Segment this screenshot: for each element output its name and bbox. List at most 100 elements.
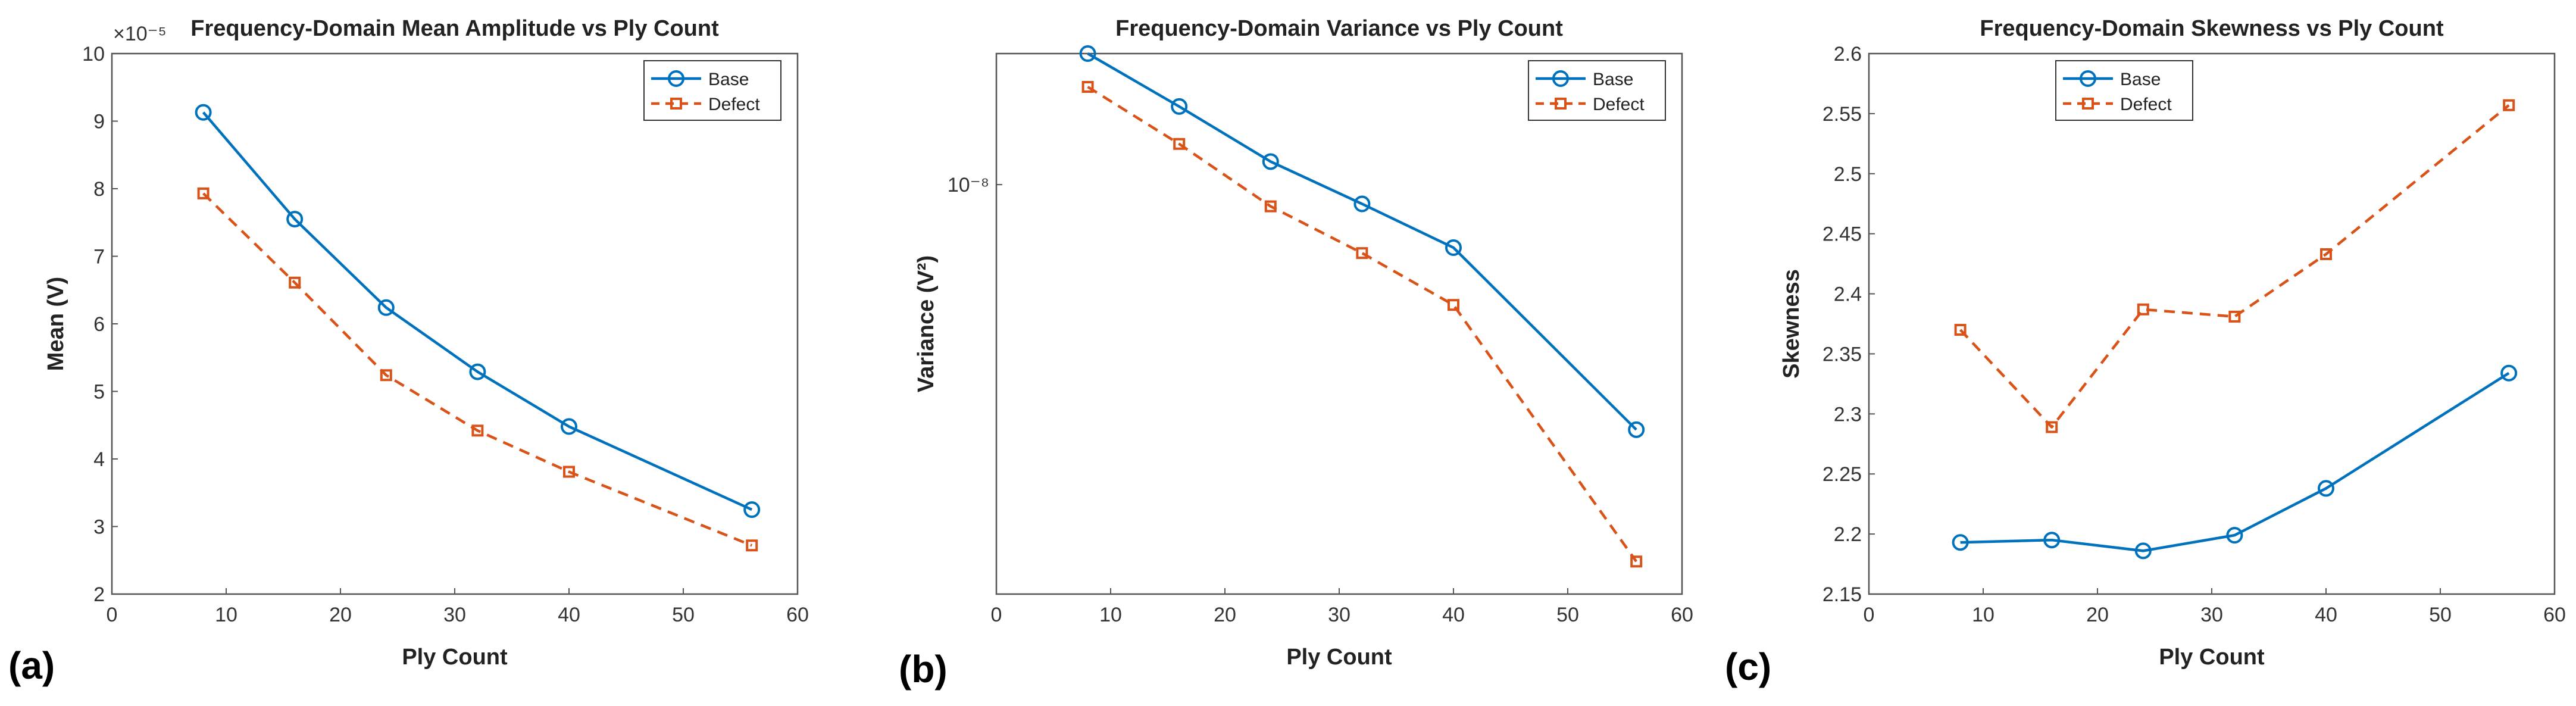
marker-square [1356,247,1368,260]
y-tick-label: 2.4 [1834,283,1862,306]
x-tick-label: 60 [1671,604,1693,626]
y-tick-label: 2 [93,583,105,606]
legend-entry-defect: Defect [651,95,760,114]
marker-square [670,98,682,110]
y-tick-label: 2.2 [1834,523,1862,546]
y-axis-label: Variance (V²) [914,255,939,392]
y-tick-label: 10 [82,43,105,65]
y-tick-label: 6 [93,313,105,336]
x-tick-label: 30 [1328,604,1350,626]
marker-circle [2080,70,2096,87]
x-tick-label: 40 [558,604,580,626]
panel-label: (b) [899,648,948,691]
chart-title: Frequency-Domain Variance vs Ply Count [1115,16,1563,41]
legend-label: Base [1593,70,1633,89]
legend: Base Defect [2055,60,2193,121]
plot-frame [995,52,1683,595]
marker-circle [2500,364,2518,382]
plot-frame [1868,52,2556,595]
marker-square [563,466,575,478]
x-tick-label: 30 [443,604,466,626]
series-line [1960,371,2510,552]
y-tick-label: 3 [93,516,105,539]
series-line [1959,104,2510,429]
series-line [202,192,753,547]
series-defect [197,187,758,552]
marker-square [197,187,210,199]
marker-circle [2043,532,2061,549]
series-line [1087,52,1637,431]
panel-label: (c) [1725,645,1771,688]
y-tick-label: 2.25 [1822,463,1862,486]
chart-title: Frequency-Domain Skewness vs Ply Count [1980,16,2444,41]
legend: Base Defect [643,60,781,121]
y-tick-label: 2.55 [1822,103,1862,126]
marker-circle [2134,542,2152,560]
plot-frame [111,52,799,595]
chart-title: Frequency-Domain Mean Amplitude vs Ply C… [190,16,719,41]
y-axis-label: Skewness [1779,269,1804,379]
y-tick-label: 2.35 [1822,343,1862,366]
legend-box [2055,60,2193,121]
legend: Base Defect [1528,60,1666,121]
marker-square [2320,248,2332,260]
series-base [1079,45,1645,438]
marker-square [1555,98,1567,110]
panel-label: (a) [8,644,55,687]
x-tick-label: 50 [672,604,695,626]
x-tick-label: 10 [1099,604,1122,626]
series-base [1952,364,2518,560]
series-line [202,111,753,511]
y-tick-label: 2.15 [1822,583,1862,606]
x-tick-label: 0 [1864,604,1875,626]
x-axis-label: Ply Count [402,645,508,670]
legend-entry-base: Base [651,70,749,89]
legend-entry-base: Base [1536,70,1633,89]
marker-circle [469,363,486,380]
series-defect [1081,80,1643,568]
legend-label: Defect [1593,95,1645,114]
marker-circle [1262,153,1279,170]
marker-circle [1079,45,1096,62]
marker-square [471,424,484,437]
x-tick-label: 20 [329,604,352,626]
marker-square [1954,324,1967,336]
x-tick-label: 0 [107,604,118,626]
y-tick-label: 2.6 [1834,43,1862,65]
y-tick-label: 7 [93,246,105,268]
y-tick-label: 5 [93,381,105,404]
legend-entry-defect: Defect [2063,95,2172,114]
legend-label: Defect [2120,95,2172,114]
series-defect [1954,99,2515,433]
marker-circle [561,418,577,435]
series-line [1087,86,1638,563]
legend-box [1528,60,1666,121]
marker-circle [1171,98,1188,115]
marker-circle [2226,527,2243,544]
marker-circle [1552,70,1569,87]
x-tick-label: 20 [1214,604,1236,626]
y-tick-label: 2.3 [1834,403,1862,426]
x-axis-label: Ply Count [1286,645,1392,670]
marker-circle [1952,534,1969,551]
marker-circle [1445,239,1462,257]
marker-square [1081,80,1094,93]
marker-square [2137,303,2149,315]
marker-square [1630,555,1643,568]
marker-circle [1353,195,1371,213]
y-tick-label: 4 [93,448,105,471]
marker-circle [377,299,395,316]
panel-a: 0 10 20 30 40 50 60 2 3 4 5 6 7 8 9 10 ×10⁻⁵ Frequency-Do… [8,16,809,687]
panel-b: 0 10 20 30 40 50 60 10⁻⁸ Frequency-Domain Varian… [899,16,1693,691]
legend-entry-base: Base [2063,70,2161,89]
x-tick-label: 60 [2543,604,2566,626]
y-tick-label: 10⁻⁸ [948,174,989,196]
marker-circle [195,104,212,121]
marker-circle [1628,421,1645,438]
marker-circle [286,211,304,228]
x-axis-label: Ply Count [2159,645,2265,670]
marker-square [2046,421,2058,433]
x-tick-label: 0 [991,604,1002,626]
y-tick-label: 9 [93,111,105,133]
